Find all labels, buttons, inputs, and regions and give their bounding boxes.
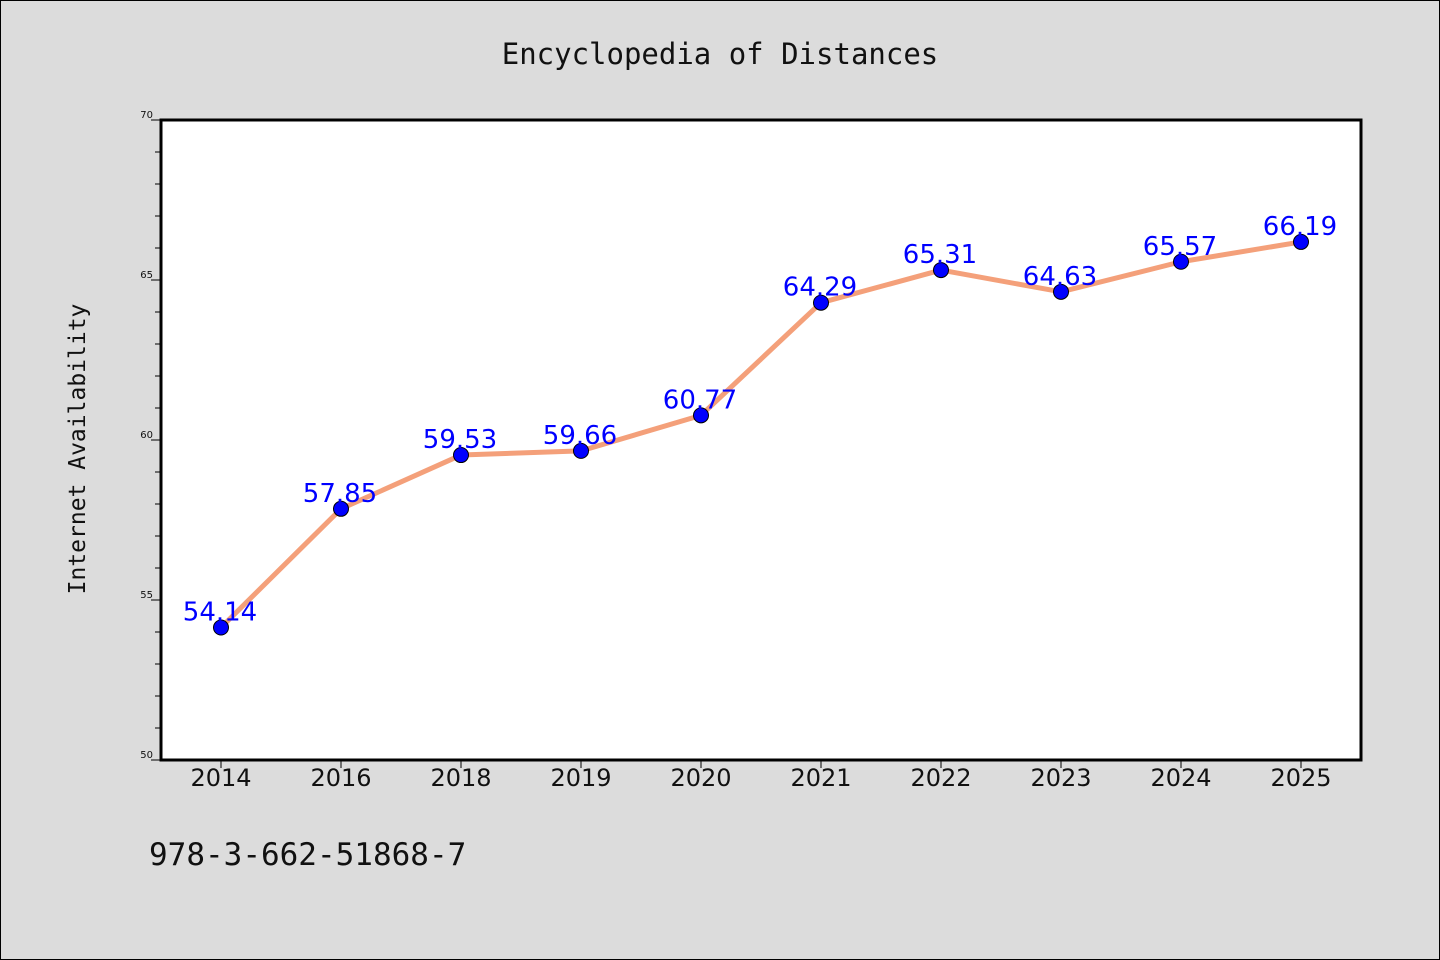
data-point-marker bbox=[213, 619, 229, 636]
data-label: 59.53 bbox=[423, 425, 497, 455]
data-label: 65.57 bbox=[1143, 232, 1217, 262]
x-tick-label: 2025 bbox=[1270, 764, 1331, 792]
data-label: 65.31 bbox=[903, 240, 977, 270]
chart-title: Encyclopedia of Distances bbox=[502, 37, 939, 71]
y-tick-label: 60 bbox=[140, 430, 153, 441]
x-tick-label: 2024 bbox=[1150, 764, 1211, 792]
data-label: 57.85 bbox=[303, 479, 377, 509]
data-point-marker bbox=[1173, 253, 1189, 270]
plot-area bbox=[159, 118, 1363, 762]
isbn-footer: 978-3-662-51868-7 bbox=[149, 837, 466, 873]
data-point-marker bbox=[573, 442, 589, 459]
x-tick-label: 2022 bbox=[910, 764, 971, 792]
x-tick-label: 2019 bbox=[550, 764, 611, 792]
data-label: 54.14 bbox=[183, 598, 257, 628]
x-tick-label: 2023 bbox=[1030, 764, 1091, 792]
series-line bbox=[218, 239, 1304, 631]
data-point-marker bbox=[813, 294, 829, 311]
y-axis-ticks: 50 55 60 65 70 bbox=[140, 110, 161, 761]
series-markers bbox=[213, 233, 1309, 636]
x-tick-label: 2021 bbox=[790, 764, 851, 792]
series-lines bbox=[218, 239, 1304, 631]
data-point-marker bbox=[693, 407, 709, 424]
x-tick-label: 2018 bbox=[430, 764, 491, 792]
data-label: 66.19 bbox=[1263, 212, 1337, 242]
y-tick-label: 65 bbox=[140, 270, 153, 281]
data-point-marker bbox=[1053, 283, 1069, 300]
data-point-marker bbox=[1293, 233, 1309, 250]
data-point-marker bbox=[453, 447, 469, 464]
data-labels: 54.14 57.85 59.53 59.66 60.77 64.29 65.31 64.63… bbox=[183, 212, 1337, 628]
data-label: 64.29 bbox=[783, 273, 857, 303]
data-point-marker bbox=[333, 500, 349, 517]
y-tick-label: 70 bbox=[140, 110, 153, 121]
x-tick-label: 2016 bbox=[310, 764, 371, 792]
y-tick-label: 55 bbox=[140, 590, 153, 601]
data-label: 60.77 bbox=[663, 385, 737, 415]
data-label: 59.66 bbox=[543, 421, 617, 451]
data-label: 64.63 bbox=[1023, 262, 1097, 292]
x-axis-ticks: 2014 2016 2018 2019 2020 2021 2022 2023 2024 2025 bbox=[190, 760, 1332, 792]
y-axis-label: Internet Availability bbox=[65, 304, 91, 595]
x-tick-label: 2020 bbox=[670, 764, 731, 792]
y-tick-label: 50 bbox=[140, 750, 153, 761]
x-tick-label: 2014 bbox=[190, 764, 251, 792]
data-point-marker bbox=[933, 262, 949, 279]
